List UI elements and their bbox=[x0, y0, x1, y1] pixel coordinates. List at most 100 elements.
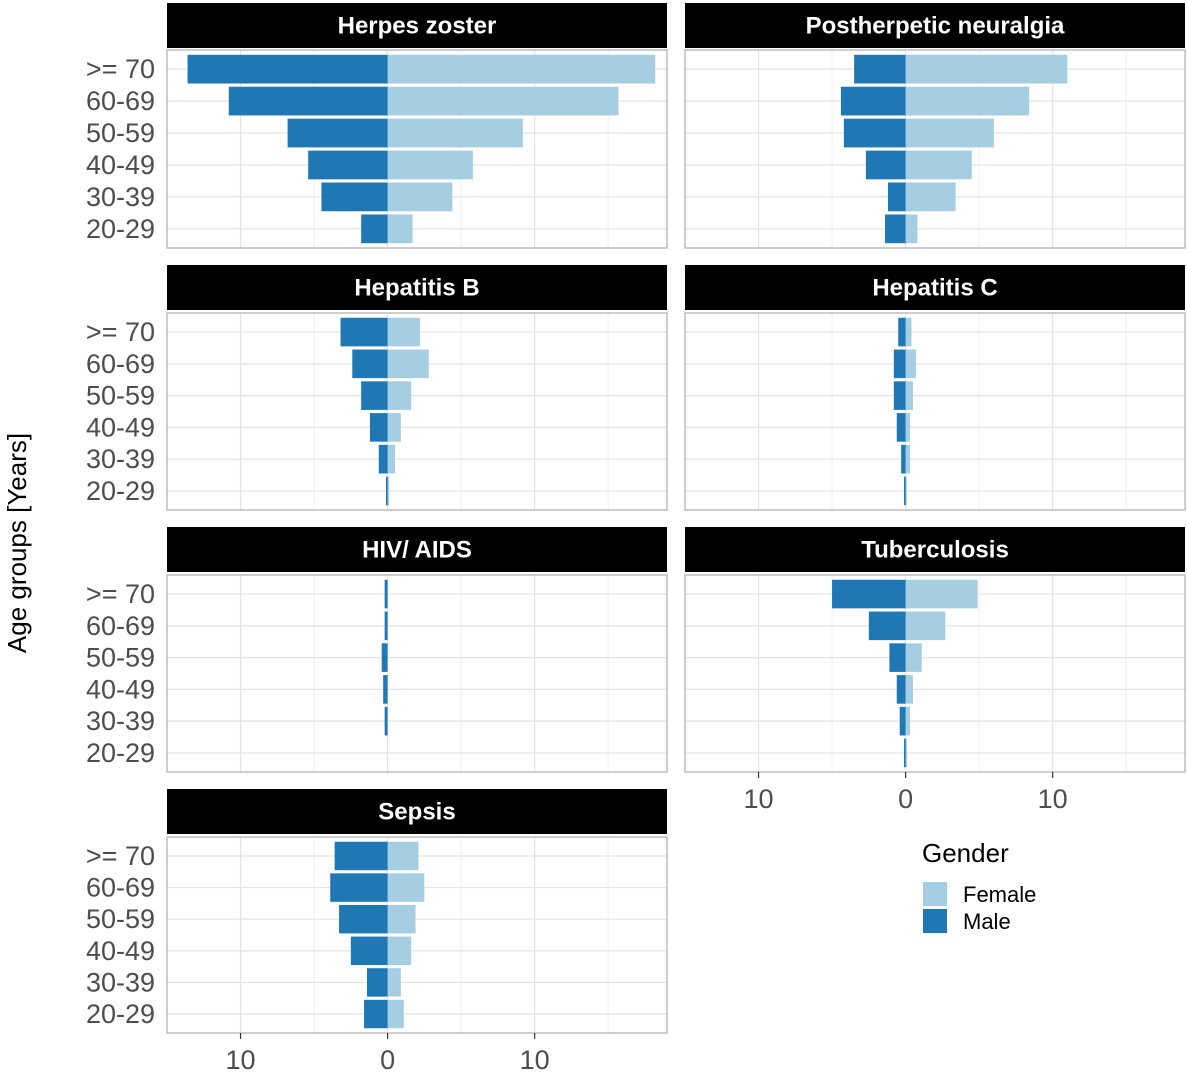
bar-female-60-69 bbox=[905, 611, 946, 641]
panel-border bbox=[166, 574, 668, 773]
bar-male-40-49 bbox=[865, 150, 906, 180]
bar-female-70 bbox=[905, 54, 1068, 84]
x-tick-label: 10 bbox=[744, 784, 774, 814]
bar-male-50-59 bbox=[843, 118, 906, 148]
y-tick-label: 30-39 bbox=[86, 967, 155, 997]
bar-male-70 bbox=[854, 54, 906, 84]
y-tick-label: 20-29 bbox=[86, 476, 155, 506]
y-tick-label: 40-49 bbox=[86, 150, 155, 180]
y-tick-label: >= 70 bbox=[86, 317, 155, 347]
legend-key-male bbox=[923, 909, 947, 933]
bar-female-50-59 bbox=[387, 904, 416, 934]
panel-title: HIV/ AIDS bbox=[362, 537, 472, 564]
bar-male-40-49 bbox=[308, 150, 388, 180]
y-tick-label: 30-39 bbox=[86, 182, 155, 212]
legend-label-male: Male bbox=[963, 909, 1011, 934]
bar-male-20-29 bbox=[903, 738, 906, 768]
bar-female-70 bbox=[387, 317, 420, 347]
bar-female-70 bbox=[905, 317, 912, 347]
y-tick-label: 20-29 bbox=[86, 214, 155, 244]
bar-female-40-49 bbox=[387, 150, 473, 180]
panel-border bbox=[684, 49, 1186, 249]
panel-strip bbox=[685, 527, 1185, 572]
y-tick-label: 50-59 bbox=[86, 643, 155, 673]
bar-female-30-39 bbox=[387, 444, 395, 474]
y-tick-label: >= 70 bbox=[86, 54, 155, 84]
legend-label-female: Female bbox=[963, 882, 1036, 907]
y-tick-label: 60-69 bbox=[86, 611, 155, 641]
bar-male-30-39 bbox=[887, 182, 906, 212]
bar-female-60-69 bbox=[387, 349, 429, 379]
legend-key-female bbox=[923, 882, 947, 906]
bar-female-20-29 bbox=[387, 476, 390, 506]
bar-female-20-29 bbox=[387, 999, 404, 1029]
panel-strip bbox=[685, 265, 1185, 310]
bar-male-20-29 bbox=[361, 214, 388, 244]
panel-strip bbox=[167, 3, 667, 48]
y-tick-label: >= 70 bbox=[86, 841, 155, 871]
bar-female-30-39 bbox=[905, 444, 910, 474]
panel-strip bbox=[685, 3, 1185, 48]
bar-male-30-39 bbox=[321, 182, 388, 212]
x-tick-label: 10 bbox=[226, 1045, 256, 1075]
panel-background bbox=[685, 313, 1185, 510]
x-tick-label: 10 bbox=[1038, 784, 1068, 814]
y-tick-label: 50-59 bbox=[86, 904, 155, 934]
bar-male-30-39 bbox=[367, 968, 388, 997]
bar-male-50-59 bbox=[361, 381, 388, 410]
panel-title: Postherpetic neuralgia bbox=[806, 13, 1065, 40]
bar-male-40-49 bbox=[369, 413, 388, 442]
bar-female-60-69 bbox=[905, 349, 916, 379]
panel-border bbox=[684, 312, 1186, 511]
legend: Gender Female Male bbox=[922, 838, 1036, 934]
bar-male-70 bbox=[340, 317, 388, 347]
bar-female-50-59 bbox=[905, 643, 922, 672]
bar-female-50-59 bbox=[905, 381, 913, 410]
bar-female-40-49 bbox=[905, 413, 910, 442]
bar-female-30-39 bbox=[905, 706, 910, 736]
x-tick-label: 10 bbox=[520, 1045, 550, 1075]
bar-female-70 bbox=[387, 841, 419, 871]
legend-title: Gender bbox=[922, 838, 1009, 868]
bar-male-70 bbox=[898, 317, 906, 347]
bar-male-50-59 bbox=[287, 118, 388, 148]
bar-female-60-69 bbox=[387, 873, 425, 902]
panel-tuberculosis: Tuberculosis 10 0 10 bbox=[684, 527, 1186, 814]
bar-male-50-59 bbox=[893, 381, 906, 410]
panel-strip bbox=[167, 527, 667, 572]
bar-male-70 bbox=[384, 579, 388, 609]
y-tick-label: 30-39 bbox=[86, 444, 155, 474]
bar-female-40-49 bbox=[387, 936, 412, 966]
bar-male-70 bbox=[832, 579, 906, 609]
y-tick-label: 30-39 bbox=[86, 706, 155, 736]
y-tick-label: 20-29 bbox=[86, 999, 155, 1029]
y-tick-label: 60-69 bbox=[86, 86, 155, 116]
bar-male-30-39 bbox=[901, 444, 906, 474]
bar-male-20-29 bbox=[364, 999, 388, 1029]
bar-female-70 bbox=[905, 579, 978, 609]
y-tick-label: 60-69 bbox=[86, 349, 155, 379]
bar-male-70 bbox=[187, 54, 388, 84]
panel-title: Hepatitis C bbox=[872, 275, 997, 302]
panel-title: Sepsis bbox=[378, 799, 455, 826]
bar-male-20-29 bbox=[903, 476, 906, 506]
bar-male-40-49 bbox=[896, 413, 906, 442]
bar-female-40-49 bbox=[387, 413, 401, 442]
bar-male-60-69 bbox=[384, 611, 388, 641]
bar-male-50-59 bbox=[381, 643, 388, 672]
panel-background bbox=[167, 575, 667, 772]
bar-male-20-29 bbox=[385, 476, 388, 506]
bar-male-40-49 bbox=[383, 675, 388, 704]
panel-hepatitis-c: Hepatitis C bbox=[684, 265, 1186, 511]
y-tick-label: 50-59 bbox=[86, 381, 155, 411]
bar-male-20-29 bbox=[885, 214, 906, 244]
y-tick-label: 40-49 bbox=[86, 674, 155, 704]
bar-female-20-29 bbox=[905, 738, 908, 768]
panel-herpes-zoster: Herpes zoster 20-2930-3940-4950-5960-69>=… bbox=[86, 3, 668, 249]
y-axis-title: Age groups [Years] bbox=[2, 433, 32, 653]
bar-female-30-39 bbox=[387, 182, 453, 212]
bar-male-50-59 bbox=[889, 643, 906, 672]
bar-female-60-69 bbox=[905, 86, 1030, 116]
